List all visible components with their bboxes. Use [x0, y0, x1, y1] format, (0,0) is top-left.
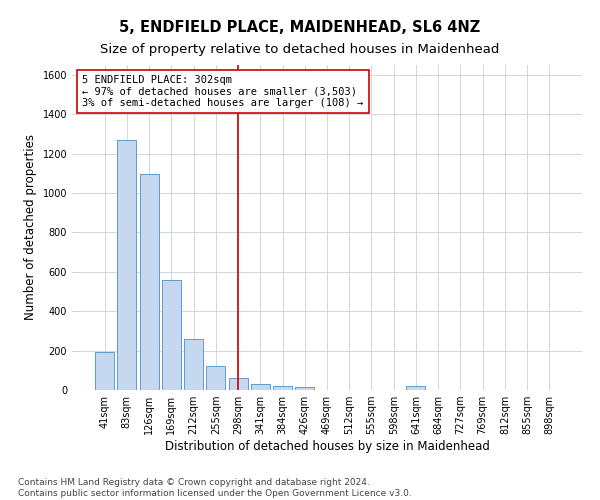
Bar	[229, 378, 248, 390]
Text: 5 ENDFIELD PLACE: 302sqm
← 97% of detached houses are smaller (3,503)
3% of semi: 5 ENDFIELD PLACE: 302sqm ← 97% of detach…	[82, 74, 364, 108]
Y-axis label: Number of detached properties: Number of detached properties	[24, 134, 37, 320]
Bar	[206, 366, 225, 390]
Text: Contains HM Land Registry data © Crown copyright and database right 2024.
Contai: Contains HM Land Registry data © Crown c…	[18, 478, 412, 498]
X-axis label: Distribution of detached houses by size in Maidenhead: Distribution of detached houses by size …	[164, 440, 490, 453]
Bar	[295, 387, 314, 390]
Text: Size of property relative to detached houses in Maidenhead: Size of property relative to detached ho…	[100, 42, 500, 56]
Bar	[251, 384, 270, 390]
Bar	[118, 140, 136, 390]
Bar	[162, 280, 181, 390]
Bar	[95, 352, 114, 390]
Bar	[140, 174, 158, 390]
Bar	[273, 386, 292, 390]
Bar	[406, 386, 425, 390]
Text: 5, ENDFIELD PLACE, MAIDENHEAD, SL6 4NZ: 5, ENDFIELD PLACE, MAIDENHEAD, SL6 4NZ	[119, 20, 481, 35]
Bar	[184, 339, 203, 390]
